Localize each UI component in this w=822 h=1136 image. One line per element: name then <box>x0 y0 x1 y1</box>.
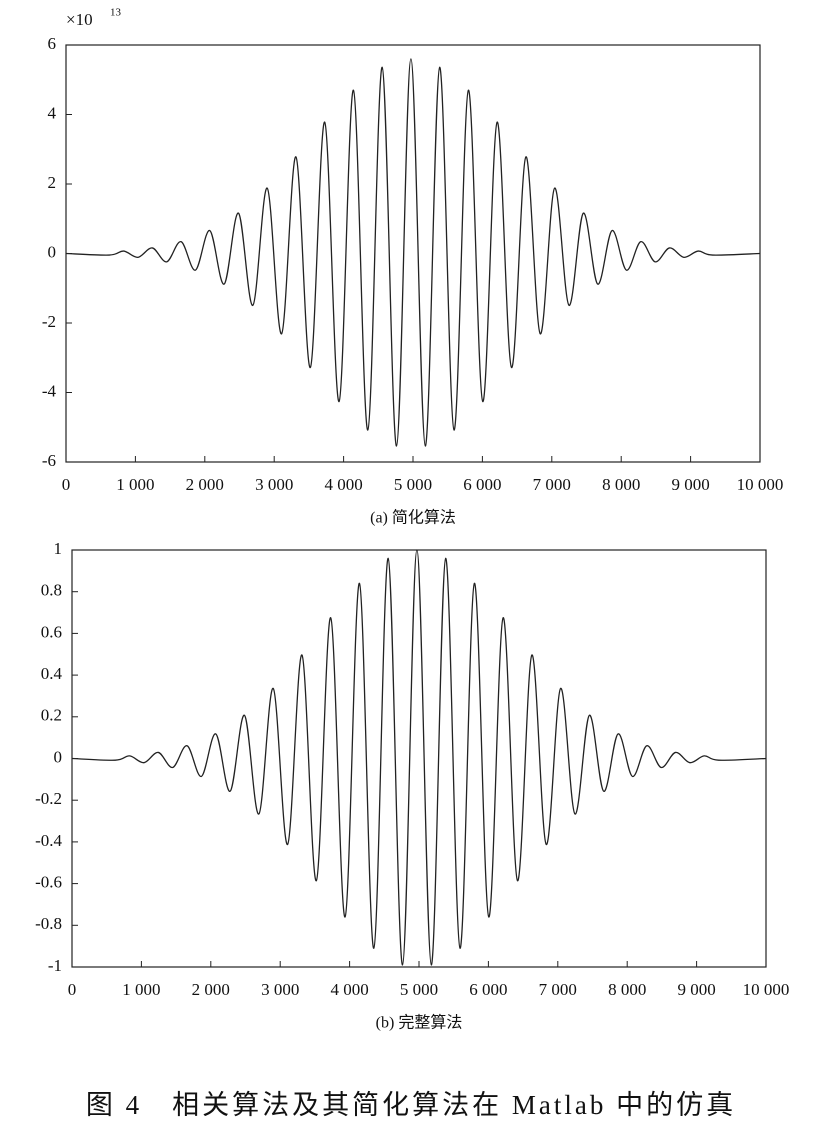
y-tick-label: 1 <box>54 539 63 558</box>
x-tick-label: 0 <box>62 475 71 494</box>
x-tick-label: 4 000 <box>330 980 368 999</box>
y-tick-label: 0.8 <box>41 581 62 600</box>
x-tick-label: 1 000 <box>122 980 160 999</box>
x-tick-label: 6 000 <box>463 475 501 494</box>
y-multiplier: ×10 <box>66 10 93 29</box>
y-multiplier-exponent: 13 <box>110 7 122 19</box>
x-tick-label: 10 000 <box>737 475 784 494</box>
x-tick-label: 5 000 <box>400 980 438 999</box>
subplot-caption: (a) 简化算法 <box>370 508 456 527</box>
y-tick-label: 4 <box>48 103 57 122</box>
x-tick-label: 1 000 <box>116 475 154 494</box>
x-tick-label: 7 000 <box>533 475 571 494</box>
x-tick-label: 5 000 <box>394 475 432 494</box>
y-tick-label: 0.6 <box>41 622 62 641</box>
y-tick-label: -2 <box>42 312 56 331</box>
y-tick-label: 0.4 <box>41 664 63 683</box>
y-tick-label: -1 <box>48 956 62 975</box>
plot-frame <box>65 44 761 463</box>
y-tick-label: 6 <box>48 34 57 53</box>
plot-frame <box>71 549 767 968</box>
signal-line <box>65 58 761 447</box>
x-tick-label: 3 000 <box>255 475 293 494</box>
x-tick-label: 4 000 <box>324 475 362 494</box>
figure-caption: 图 4 相关算法及其简化算法在 Matlab 中的仿真 <box>86 1090 736 1120</box>
y-tick-label: 0 <box>54 747 63 766</box>
y-tick-label: -0.6 <box>35 873 62 892</box>
x-tick-label: 3 000 <box>261 980 299 999</box>
signal-line <box>71 549 767 966</box>
x-tick-label: 9 000 <box>671 475 709 494</box>
y-tick-label: -4 <box>42 381 57 400</box>
y-tick-label: 0.2 <box>41 706 62 725</box>
x-tick-label: 9 000 <box>677 980 715 999</box>
x-tick-label: 2 000 <box>192 980 230 999</box>
x-tick-label: 8 000 <box>602 475 640 494</box>
y-tick-label: 0 <box>48 242 57 261</box>
x-tick-label: 8 000 <box>608 980 646 999</box>
y-tick-label: -0.4 <box>35 831 62 850</box>
x-tick-label: 6 000 <box>469 980 507 999</box>
y-tick-label: -0.8 <box>35 914 62 933</box>
x-tick-label: 7 000 <box>539 980 577 999</box>
subplot-caption: (b) 完整算法 <box>376 1013 463 1032</box>
x-tick-label: 0 <box>68 980 77 999</box>
x-tick-label: 2 000 <box>186 475 224 494</box>
x-tick-label: 10 000 <box>743 980 790 999</box>
y-tick-label: -6 <box>42 451 56 470</box>
y-tick-label: 2 <box>48 173 57 192</box>
y-tick-label: -0.2 <box>35 789 62 808</box>
